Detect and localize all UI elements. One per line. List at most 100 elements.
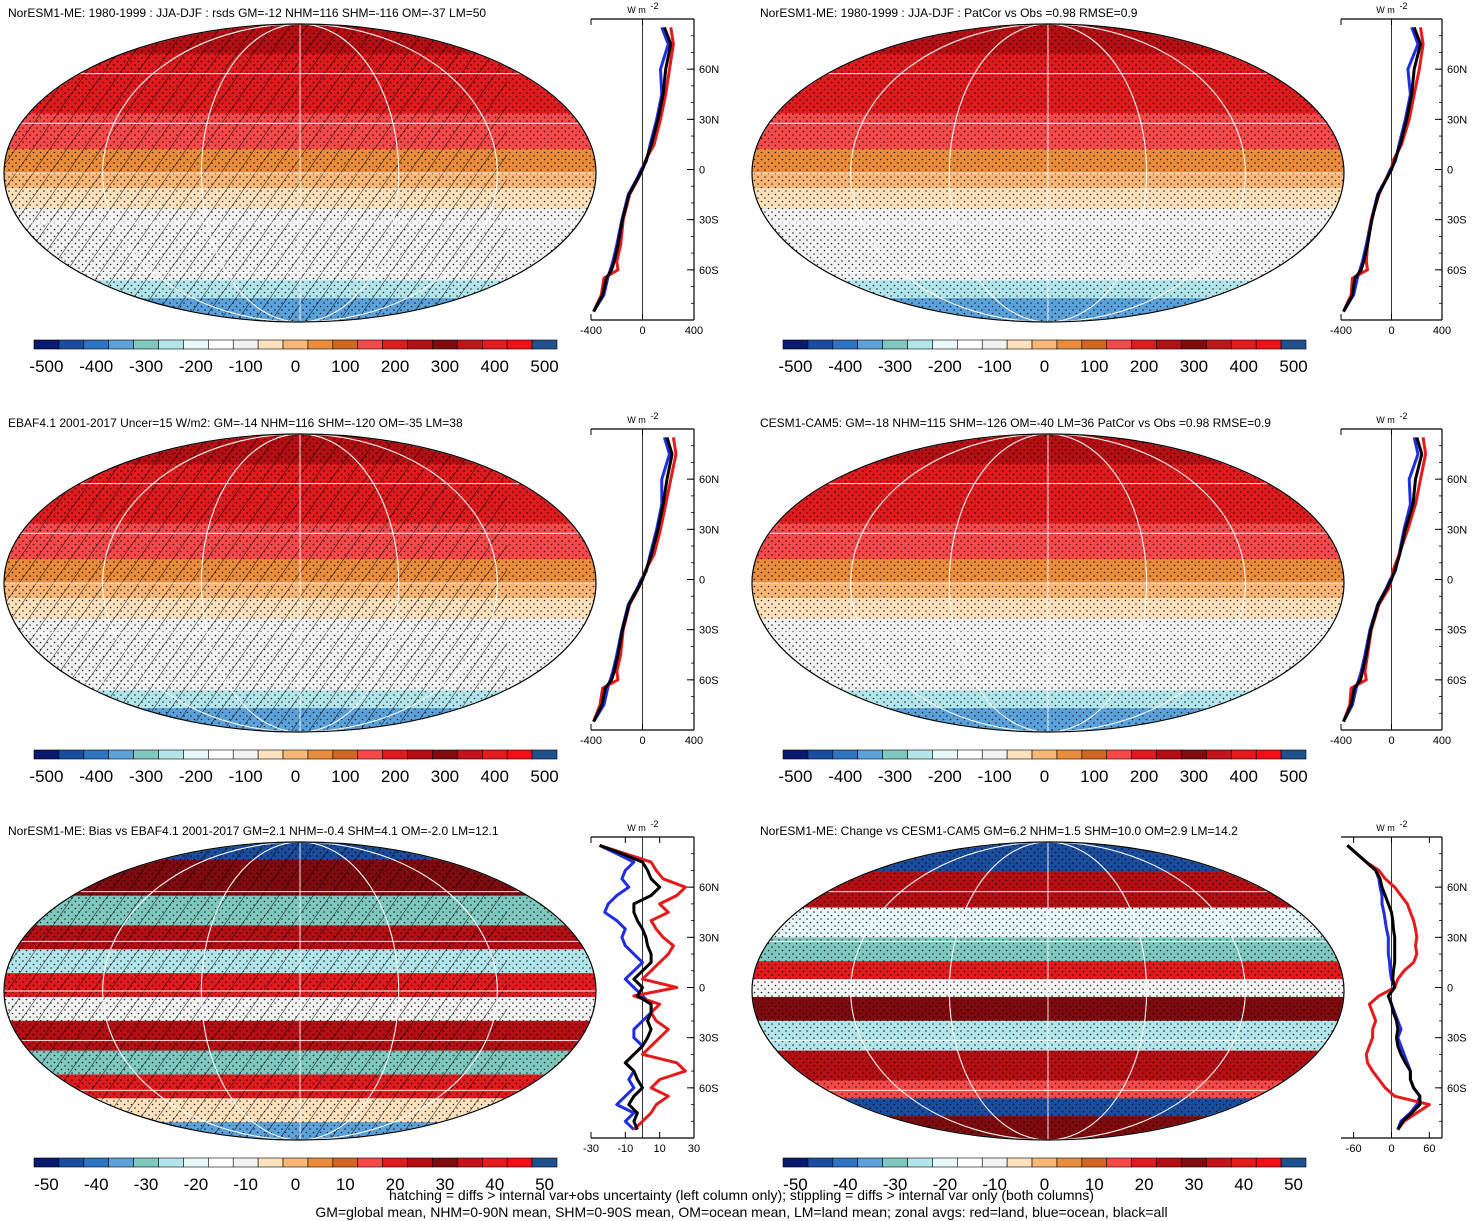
colorbar-swatch [332, 749, 359, 760]
colorbar-label: -500 [29, 767, 63, 786]
colorbar-swatch [208, 1157, 234, 1168]
colorbar-label: 0 [291, 767, 300, 786]
zonal-land-line [1342, 437, 1428, 723]
colorbar-swatch [357, 749, 383, 760]
colorbar-swatch [232, 339, 259, 350]
colorbar-label: -100 [229, 767, 263, 786]
colorbar-swatch [332, 339, 359, 350]
colorbar-swatch [857, 339, 883, 350]
unit-superscript: -2 [1400, 819, 1408, 829]
colorbar-label: 500 [1279, 357, 1307, 376]
graticule-lon [948, 434, 1148, 732]
y-tick-label: 0 [699, 575, 705, 587]
y-tick-label: 0 [1447, 575, 1453, 587]
panel-4: CESM1-CAM5: GM=-18 NHM=115 SHM=-126 OM=-… [751, 411, 1467, 786]
zonal-land-line [1342, 27, 1425, 313]
colorbar-swatch [457, 749, 483, 760]
y-tick-label: 30N [1447, 524, 1467, 536]
unit-superscript: -2 [1400, 411, 1408, 421]
colorbar-swatch [1131, 749, 1157, 760]
colorbar-label: 40 [485, 1175, 504, 1194]
y-tick-label: 60N [1447, 474, 1467, 486]
colorbar-swatch [1031, 339, 1058, 350]
x-tick-label: 400 [1433, 735, 1451, 747]
colorbar-swatch [382, 749, 408, 760]
colorbar-label: 10 [336, 1175, 355, 1194]
colorbar-swatch [1156, 339, 1182, 350]
unit-superscript: -2 [1400, 1, 1408, 11]
colorbar-label: -200 [179, 357, 213, 376]
colorbar-label: 300 [1180, 767, 1208, 786]
colorbar-swatch [307, 749, 334, 760]
colorbar-swatch [1081, 339, 1108, 350]
colorbar-label: 200 [1130, 357, 1158, 376]
x-tick-label: 400 [685, 735, 703, 747]
colorbar-label: -20 [933, 1175, 958, 1194]
zonal-land-line [592, 437, 678, 723]
x-tick-label: -60 [1346, 1143, 1362, 1155]
panel-title: NorESM1-ME: 1980-1999 : JJA-DJF : rsds G… [8, 6, 486, 20]
colorbar-swatch [133, 749, 159, 760]
colorbar-swatch [1280, 1157, 1307, 1168]
y-tick-label: 30S [1447, 1033, 1467, 1045]
colorbar-swatch [1106, 339, 1132, 350]
colorbar-label: 400 [1230, 767, 1258, 786]
y-tick-label: 60N [1447, 64, 1467, 76]
colorbar-label: 40 [1234, 1175, 1253, 1194]
colorbar-swatch [183, 1157, 209, 1168]
y-tick-label: 60S [1447, 675, 1467, 687]
zonal-mean-panel: -400 0 400 60N 30N 0 30S 60S W m -2 [580, 411, 719, 747]
zonal-mean-panel: -400 0 400 60N 30N 0 30S 60S W m -2 [1330, 1, 1467, 337]
map-field [752, 434, 1344, 732]
y-tick-label: 0 [699, 165, 705, 177]
colorbar-swatch [882, 1157, 908, 1168]
y-tick-label: 60S [699, 675, 719, 687]
colorbar-label: 300 [1180, 357, 1208, 376]
colorbar-swatch [108, 749, 134, 760]
colorbar-label: 0 [291, 1175, 300, 1194]
zonal-all-line [1342, 26, 1422, 313]
zonal-ocean-line [598, 844, 653, 1131]
panel-3: EBAF4.1 2001-2017 Uncer=15 W/m2: GM=-14 … [3, 411, 719, 786]
colorbar-swatch [158, 1157, 184, 1168]
colorbar-swatch [1206, 339, 1232, 350]
colorbar-swatch [282, 339, 309, 350]
x-tick-label: -400 [1330, 735, 1352, 747]
colorbar-swatch [158, 749, 184, 760]
y-tick-label: 30S [699, 215, 719, 227]
colorbar-label: -100 [978, 357, 1012, 376]
map-outline [3, 23, 597, 323]
colorbar-swatch [882, 339, 908, 350]
x-tick-label: 400 [1433, 325, 1451, 337]
colorbar-swatch [932, 339, 958, 350]
colorbar-swatch [1006, 749, 1033, 760]
colorbar-label: -50 [34, 1175, 59, 1194]
colorbar-swatch [357, 1157, 383, 1168]
unit-superscript: -2 [651, 819, 659, 829]
unit-label: W m [627, 823, 646, 833]
colorbar-label: -200 [928, 767, 962, 786]
zonal-all-line [1342, 436, 1424, 723]
x-tick-label: -400 [580, 735, 602, 747]
map-outline [751, 433, 1345, 733]
panel-1: NorESM1-ME: 1980-1999 : JJA-DJF : rsds G… [3, 1, 719, 376]
colorbar-swatch [58, 339, 85, 350]
colorbar-swatch [807, 1157, 834, 1168]
colorbar-label: 300 [431, 357, 459, 376]
colorbar-swatch [33, 749, 60, 760]
graticule-lon [200, 24, 400, 322]
y-tick-label: 30N [699, 932, 719, 944]
colorbar-label: -300 [878, 767, 912, 786]
colorbar-swatch [1131, 1157, 1157, 1168]
unit-label: W m [627, 5, 646, 15]
colorbar-label: 0 [1040, 1175, 1049, 1194]
graticule-lon [948, 842, 1148, 1140]
graticule-lon [102, 434, 498, 732]
colorbar-swatch [782, 749, 809, 760]
colorbar-label: 0 [1040, 357, 1049, 376]
colorbar-label: 0 [291, 357, 300, 376]
y-tick-label: 60S [699, 1083, 719, 1095]
y-tick-label: 60S [699, 265, 719, 277]
colorbar-swatch [1230, 339, 1257, 350]
panel-title: EBAF4.1 2001-2017 Uncer=15 W/m2: GM=-14 … [8, 416, 463, 430]
